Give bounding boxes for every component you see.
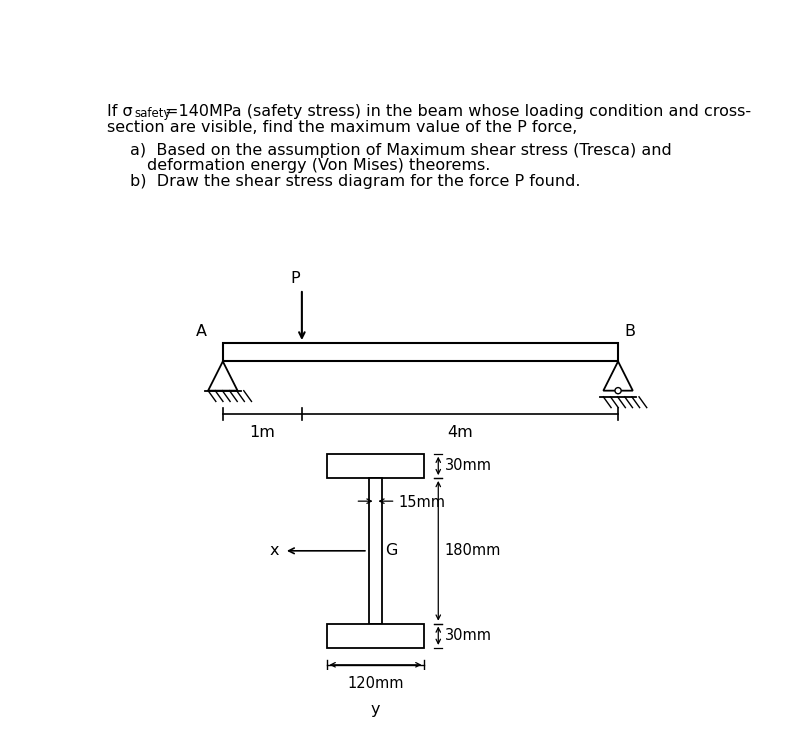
Text: G: G <box>385 544 397 558</box>
Text: section are visible, find the maximum value of the P force,: section are visible, find the maximum va… <box>107 120 576 135</box>
Text: x: x <box>269 544 279 558</box>
Text: y: y <box>371 702 380 717</box>
Text: P: P <box>290 271 300 286</box>
Text: 1m: 1m <box>249 425 275 440</box>
Text: 30mm: 30mm <box>444 459 491 474</box>
Bar <box>326 623 423 648</box>
Text: 30mm: 30mm <box>444 628 491 643</box>
Bar <box>222 343 618 361</box>
Text: 120mm: 120mm <box>346 675 403 691</box>
Text: 15mm: 15mm <box>398 495 445 510</box>
Text: A: A <box>196 324 206 339</box>
Circle shape <box>614 388 621 394</box>
Bar <box>369 478 381 623</box>
Text: B: B <box>623 324 634 339</box>
Bar <box>326 454 423 478</box>
Text: safety: safety <box>134 107 171 120</box>
Polygon shape <box>602 361 632 391</box>
Text: deformation energy (Von Mises) theorems.: deformation energy (Von Mises) theorems. <box>147 158 490 173</box>
Text: =140MPa (safety stress) in the beam whose loading condition and cross-: =140MPa (safety stress) in the beam whos… <box>165 104 751 119</box>
Text: 4m: 4m <box>447 425 472 440</box>
Text: If σ: If σ <box>107 104 132 119</box>
Text: a)  Based on the assumption of Maximum shear stress (Tresca) and: a) Based on the assumption of Maximum sh… <box>130 143 670 157</box>
Polygon shape <box>208 361 237 391</box>
Text: b)  Draw the shear stress diagram for the force P found.: b) Draw the shear stress diagram for the… <box>130 173 580 188</box>
Text: 180mm: 180mm <box>444 544 500 558</box>
